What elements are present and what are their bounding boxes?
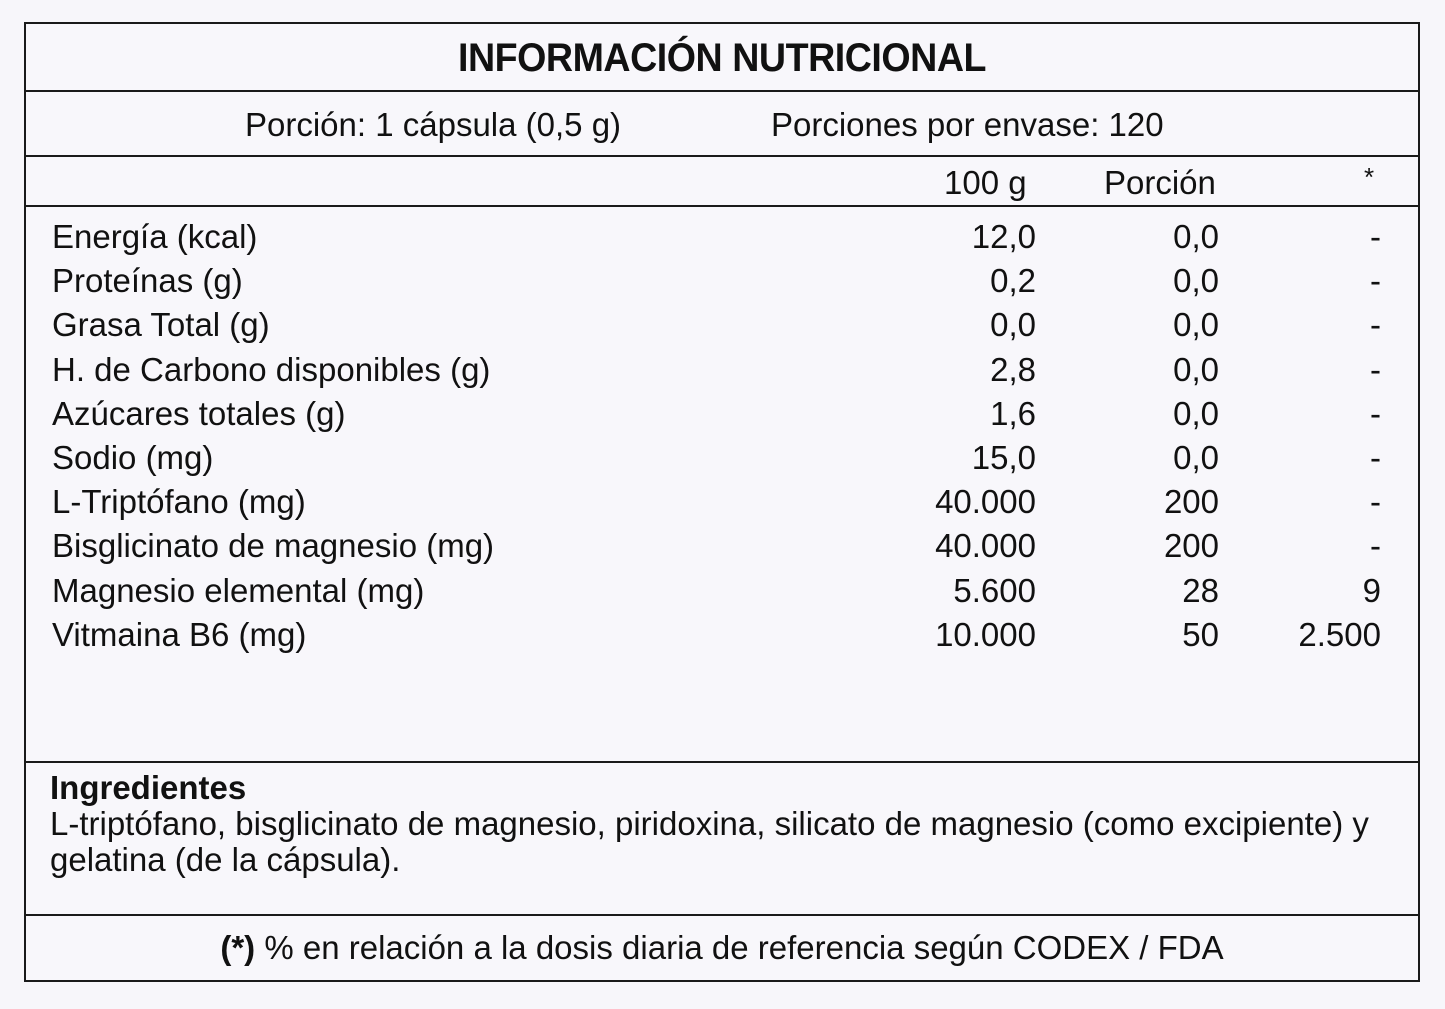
value-per-100g: 10.000 xyxy=(935,615,1036,653)
column-header-100g: 100 g xyxy=(944,164,1027,201)
ingredients-title: Ingredientes xyxy=(50,769,247,806)
table-row: Vitmaina B6 (mg) 10.000 50 2.500 xyxy=(26,616,1418,660)
value-per-serving: 0,0 xyxy=(1173,438,1219,476)
nutrient-name: Energía (kcal) xyxy=(52,218,258,255)
value-per-100g: 5.600 xyxy=(953,571,1036,609)
value-per-serving: 200 xyxy=(1163,527,1219,565)
value-percent-dv: - xyxy=(1370,262,1381,300)
nutrient-name: Vitmaina B6 (mg) xyxy=(52,615,307,653)
value-per-100g: 12,0 xyxy=(971,218,1036,255)
nutrient-name: Magnesio elemental (mg) xyxy=(52,571,425,609)
nutrient-name: Grasa Total (g) xyxy=(52,306,270,344)
value-per-100g: 1,6 xyxy=(990,394,1036,432)
nutrient-name: Azúcares totales (g) xyxy=(52,394,346,432)
column-header-percent-dv: * xyxy=(1364,162,1375,192)
column-header-serving: Porción xyxy=(1104,164,1216,201)
value-per-serving: 28 xyxy=(1182,571,1219,609)
value-percent-dv: 9 xyxy=(1362,571,1381,609)
value-percent-dv: - xyxy=(1370,438,1381,476)
label-title: INFORMACIÓN NUTRICIONAL xyxy=(457,36,987,80)
value-per-serving: 0,0 xyxy=(1173,218,1219,255)
value-per-serving: 0,0 xyxy=(1173,350,1219,388)
table-row: Bisglicinato de magnesio (mg) 40.000 200… xyxy=(26,527,1418,571)
value-per-serving: 50 xyxy=(1182,615,1219,653)
value-per-serving: 200 xyxy=(1163,483,1219,521)
value-percent-dv: - xyxy=(1370,483,1381,521)
ingredients-section: Ingredientes L-triptófano, bisglicinato … xyxy=(50,770,1390,878)
ingredients-text: L-triptófano, bisglicinato de magnesio, … xyxy=(50,805,1369,878)
value-per-100g: 2,8 xyxy=(990,350,1036,388)
value-percent-dv: 2.500 xyxy=(1298,615,1381,653)
servings-per-container: Porciones por envase: 120 xyxy=(771,106,1164,143)
nutrient-name: L-Triptófano (mg) xyxy=(52,483,306,521)
table-row: Energía (kcal) 12,0 0,0 - xyxy=(26,218,1418,262)
value-percent-dv: - xyxy=(1370,350,1381,388)
divider-footnote xyxy=(26,914,1418,916)
table-row: Azúcares totales (g) 1,6 0,0 - xyxy=(26,395,1418,439)
divider-title xyxy=(26,90,1418,92)
table-row: Grasa Total (g) 0,0 0,0 - xyxy=(26,306,1418,350)
footnote-text: % en relación a la dosis diaria de refer… xyxy=(255,929,1224,966)
value-per-100g: 40.000 xyxy=(935,527,1036,565)
value-per-serving: 0,0 xyxy=(1173,306,1219,344)
nutrient-name: Proteínas (g) xyxy=(52,262,243,300)
value-percent-dv: - xyxy=(1370,218,1381,255)
serving-size: Porción: 1 cápsula (0,5 g) xyxy=(245,106,622,143)
nutrient-name: H. de Carbono disponibles (g) xyxy=(52,350,491,388)
value-per-100g: 15,0 xyxy=(971,438,1036,476)
nutrient-name: Sodio (mg) xyxy=(52,438,214,476)
divider-ingredients xyxy=(26,761,1418,763)
table-row: Sodio (mg) 15,0 0,0 - xyxy=(26,439,1418,483)
value-per-100g: 0,0 xyxy=(990,306,1036,344)
nutrient-name: Bisglicinato de magnesio (mg) xyxy=(52,527,495,565)
value-percent-dv: - xyxy=(1370,527,1381,565)
table-row: Proteínas (g) 0,2 0,0 - xyxy=(26,262,1418,306)
divider-columns xyxy=(26,205,1418,207)
value-percent-dv: - xyxy=(1370,394,1381,432)
divider-serving xyxy=(26,155,1418,157)
footnote-mark: (*) xyxy=(220,929,256,966)
table-row: L-Triptófano (mg) 40.000 200 - xyxy=(26,483,1418,527)
value-percent-dv: - xyxy=(1370,306,1381,344)
table-row: Magnesio elemental (mg) 5.600 28 9 xyxy=(26,572,1418,616)
nutrient-table: Energía (kcal) 12,0 0,0 - Proteínas (g) … xyxy=(26,218,1418,660)
table-row: H. de Carbono disponibles (g) 2,8 0,0 - xyxy=(26,351,1418,395)
footnote: (*) % en relación a la dosis diaria de r… xyxy=(26,929,1418,967)
value-per-100g: 0,2 xyxy=(990,262,1036,300)
value-per-serving: 0,0 xyxy=(1173,262,1219,300)
value-per-serving: 0,0 xyxy=(1173,394,1219,432)
nutrition-facts-label: INFORMACIÓN NUTRICIONAL Porción: 1 cápsu… xyxy=(24,22,1420,982)
value-per-100g: 40.000 xyxy=(935,483,1036,521)
